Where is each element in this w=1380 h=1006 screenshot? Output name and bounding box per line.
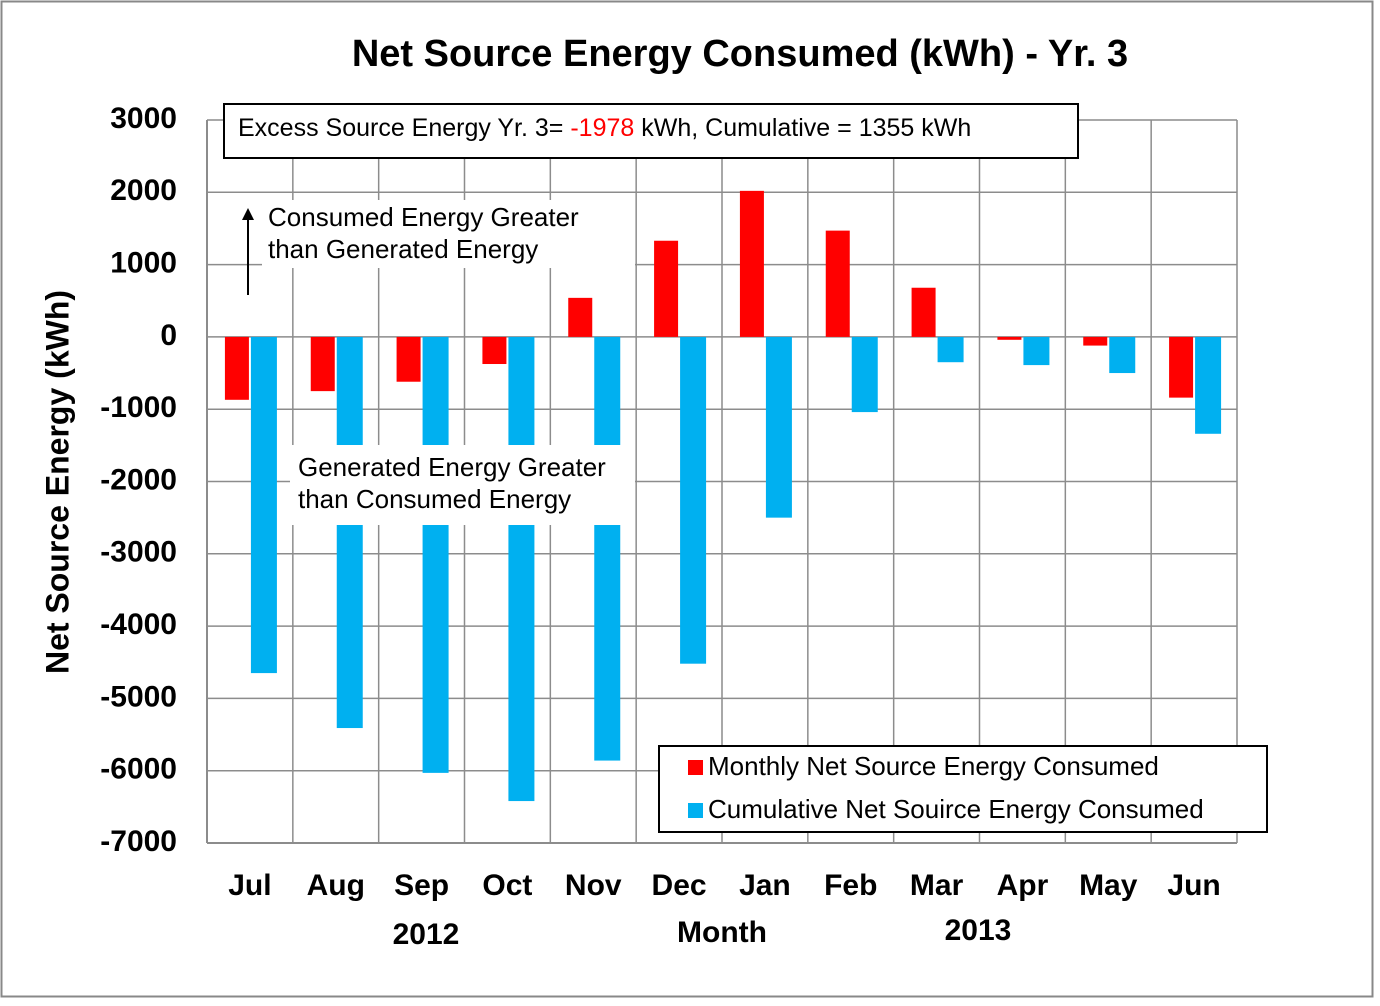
bar [250,336,277,674]
bar [851,336,878,413]
year-label: 2013 [945,914,1012,947]
year-label: 2012 [393,918,460,951]
bar [336,336,363,729]
x-tick-label: Jul [228,869,271,902]
annotation: Consumed Energy Greater [268,202,579,232]
bar [1169,336,1194,398]
bar [482,336,507,365]
legend-label: Cumulative Net Souirce Energy Consumed [708,794,1204,824]
legend-label: Monthly Net Source Energy Consumed [708,751,1159,781]
x-tick-label: Nov [565,869,622,902]
bar [997,336,1022,340]
legend-swatch [688,803,703,818]
y-tick-label: -5000 [100,680,177,713]
y-tick-label: -3000 [100,536,177,569]
bar [396,336,421,382]
x-tick-label: Oct [482,869,532,902]
y-tick-label: 1000 [110,247,177,280]
bar [765,336,792,518]
summary-highlight: -1978 [570,114,634,142]
x-tick-label: Jan [739,869,791,902]
annotation: than Consumed Energy [298,484,571,514]
summary-box [223,103,1079,159]
x-tick-label: May [1079,869,1138,902]
y-tick-label: -4000 [100,608,177,641]
y-tick-label: -1000 [100,391,177,424]
y-tick-label: 0 [160,319,177,352]
annotation-box [262,200,635,268]
x-tick-label: Feb [824,869,877,902]
bar [911,287,936,337]
bar [422,336,449,773]
y-tick-label: -6000 [100,753,177,786]
bar [508,336,535,802]
y-tick-label: 3000 [110,102,177,135]
annotation-box [290,445,635,525]
x-tick-label: Dec [652,869,707,902]
y-tick-label: 2000 [110,174,177,207]
bar [825,230,850,337]
bar [1195,336,1222,434]
bar [310,336,335,392]
bar [654,240,679,337]
bar [1023,336,1050,366]
legend-swatch [688,760,703,775]
annotation: Generated Energy Greater [298,452,606,482]
summary-text: kWh, Cumulative = 1355 kWh [634,114,971,142]
bar [568,297,593,337]
bar [1083,336,1108,346]
annotation: than Generated Energy [268,234,538,264]
chart-title: Net Source Energy Consumed (kWh) - Yr. 3 [352,33,1128,75]
bar [594,336,621,761]
bar [680,336,707,664]
bar [224,336,249,400]
x-tick-label: Apr [997,869,1049,902]
x-tick-label: Aug [307,869,365,902]
bar [937,336,964,363]
summary: Excess Source Energy Yr. 3= -1978 kWh, C… [238,114,971,142]
bar [739,190,764,337]
x-axis-label: Month [677,916,767,949]
legend [658,745,1268,833]
y-axis-label: Net Source Energy (kWh) [39,290,75,674]
summary-text: Excess Source Energy Yr. 3= [238,114,570,142]
x-tick-label: Jun [1167,869,1220,902]
arrow-head [242,208,254,220]
x-tick-label: Sep [394,869,449,902]
x-tick-label: Mar [910,869,964,902]
y-tick-label: -7000 [100,825,177,858]
bar [1109,336,1136,374]
y-tick-label: -2000 [100,463,177,496]
